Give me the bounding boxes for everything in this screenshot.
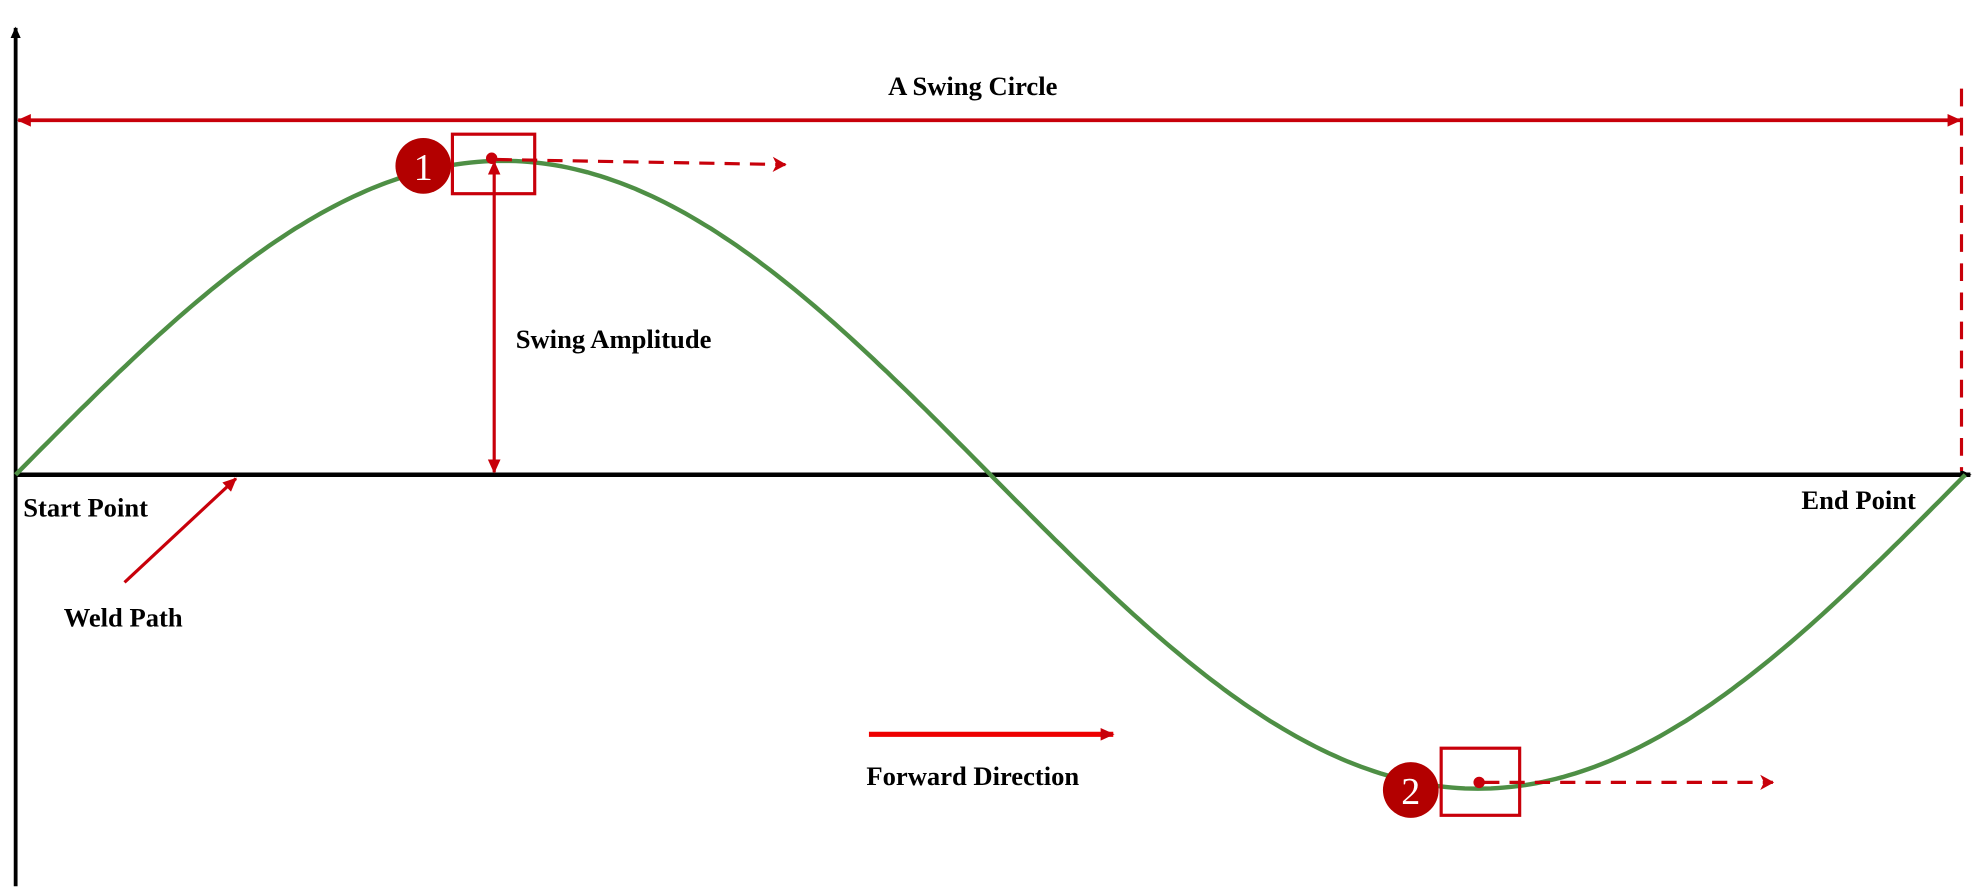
marker-1-box: [450, 132, 537, 196]
marker-1-number: 1: [414, 147, 433, 189]
marker-1-point: [485, 152, 498, 164]
marker-1-direction-arrow: [496, 156, 787, 172]
marker-2-number: 2: [1401, 771, 1420, 813]
weld-path-pointer-arrow: [123, 477, 238, 584]
weld-path-label: Weld Path: [64, 603, 183, 633]
swing-amplitude-label: Swing Amplitude: [516, 324, 712, 354]
marker-2-badge: [1382, 762, 1439, 818]
forward-direction-label: Forward Direction: [866, 761, 1079, 791]
swing-circle-label: A Swing Circle: [888, 71, 1058, 101]
marker-2-point: [1473, 776, 1485, 789]
marker-1-badge: [395, 137, 452, 194]
weld-path-curve: [14, 158, 1967, 791]
end-point-label: End Point: [1801, 485, 1916, 515]
start-point-label: Start Point: [23, 493, 148, 523]
